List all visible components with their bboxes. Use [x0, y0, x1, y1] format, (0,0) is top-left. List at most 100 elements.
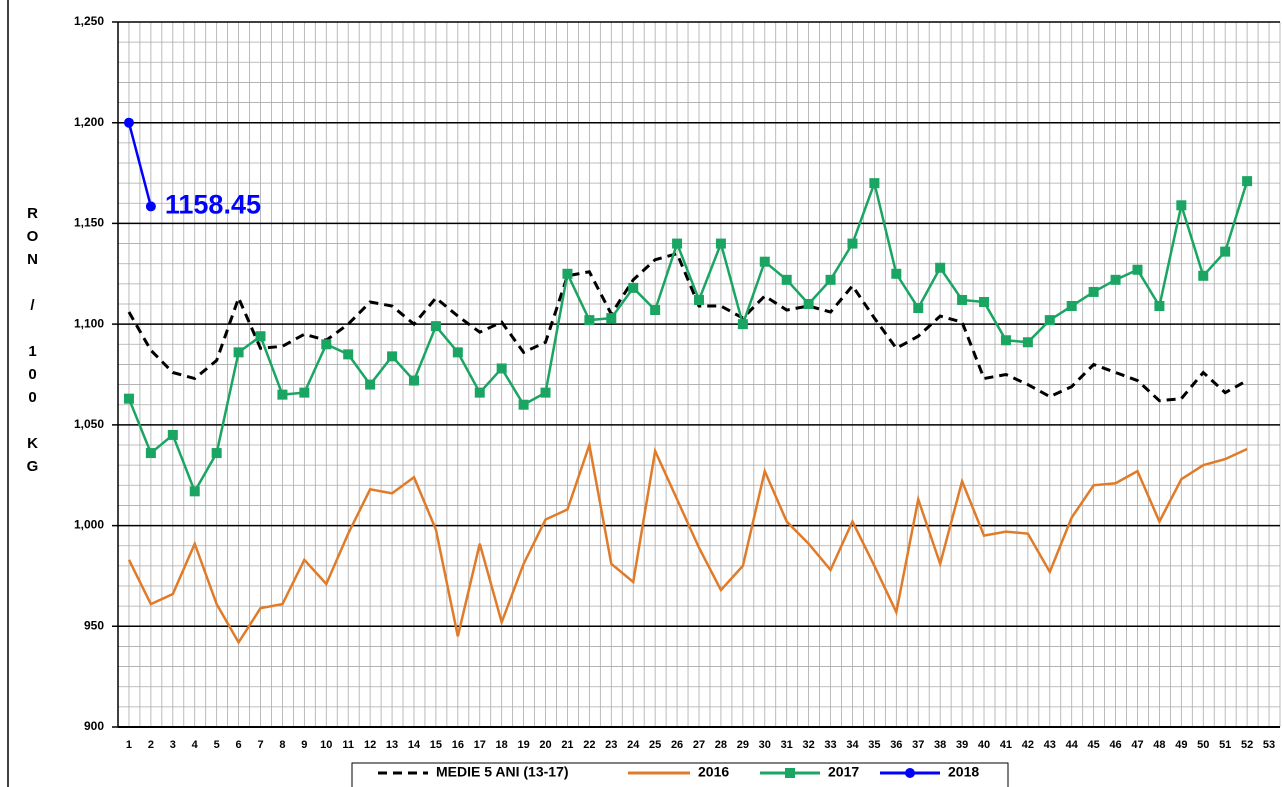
grid: [112, 21, 1281, 728]
x-tick-label: 8: [279, 739, 285, 751]
marker: [935, 262, 946, 273]
x-tick-label: 25: [649, 739, 661, 751]
marker: [343, 349, 354, 360]
x-tick-label: 2: [148, 739, 154, 751]
marker: [672, 238, 683, 249]
marker: [496, 363, 507, 374]
x-tick-label: 27: [693, 739, 705, 751]
marker: [277, 389, 288, 400]
x-tick-label: 41: [1000, 739, 1012, 751]
legend: MEDIE 5 ANI (13-17) 2016 2017 2018: [378, 764, 979, 780]
x-tick-label: 3: [170, 739, 176, 751]
y-tick-label: 1,000: [74, 518, 104, 532]
x-tick-label: 11: [342, 739, 354, 751]
marker: [694, 294, 704, 305]
x-tick-label: 44: [1066, 739, 1079, 751]
x-tick-label: 47: [1131, 739, 1143, 751]
x-tick-label: 14: [408, 739, 421, 751]
marker: [1242, 176, 1253, 187]
series-line: [127, 440, 1248, 645]
x-tick-label: 15: [430, 739, 442, 751]
y-tick-label: 1,200: [74, 115, 104, 129]
marker: [452, 347, 463, 358]
y-tick-label: 900: [84, 719, 104, 733]
x-tick-label: 49: [1175, 739, 1187, 751]
x-tick-label: 35: [868, 739, 880, 751]
x-tick-label: 39: [956, 739, 968, 751]
marker: [365, 379, 376, 390]
marker: [430, 321, 441, 332]
marker: [562, 268, 573, 279]
marker: [781, 274, 792, 285]
x-tick-label: 38: [934, 739, 946, 751]
x-tick-label: 7: [257, 739, 263, 751]
x-tick-label: 21: [561, 739, 573, 751]
x-tick-label: 46: [1109, 739, 1121, 751]
marker: [1220, 246, 1231, 257]
marker: [474, 387, 485, 398]
x-tick-label: 9: [301, 739, 307, 751]
x-tick-label: 6: [236, 739, 242, 751]
marker: [825, 274, 836, 285]
x-tick-label: 16: [452, 739, 464, 751]
marker: [408, 375, 419, 386]
plot: 1158.45: [123, 117, 1253, 645]
x-tick-label: 4: [192, 739, 199, 751]
marker: [1176, 200, 1187, 211]
x-tick-label: 5: [214, 739, 220, 751]
x-tick-label: 19: [517, 739, 529, 751]
x-tick-label: 34: [846, 739, 859, 751]
marker: [759, 256, 770, 267]
x-tick-label: 1: [126, 739, 132, 751]
marker: [123, 117, 134, 128]
x-tick-label: 18: [496, 739, 508, 751]
x-tick-label: 10: [320, 739, 332, 751]
marker: [299, 387, 310, 398]
x-tick-label: 45: [1088, 739, 1100, 751]
marker: [145, 201, 156, 212]
marker: [979, 296, 990, 307]
x-tick-label: 12: [364, 739, 376, 751]
marker: [1110, 274, 1121, 285]
marker: [518, 399, 529, 410]
x-tick-label: 51: [1219, 739, 1231, 751]
legend-marker: [785, 768, 795, 778]
legend-label: 2017: [828, 764, 859, 780]
marker: [211, 448, 222, 459]
marker: [628, 282, 639, 293]
legend-label: MEDIE 5 ANI (13-17): [436, 764, 569, 780]
marker: [1198, 270, 1209, 281]
marker: [803, 299, 814, 309]
marker: [1066, 301, 1077, 312]
marker: [869, 178, 880, 189]
y-tick-label: 1,100: [74, 316, 104, 330]
legend-box: [351, 762, 1009, 787]
x-tick-label: 17: [474, 739, 486, 751]
marker: [913, 303, 924, 314]
x-tick-label: 36: [890, 739, 902, 751]
x-tick-label: 50: [1197, 739, 1209, 751]
legend-label: 2018: [948, 764, 979, 780]
x-tick-label: 32: [802, 739, 814, 751]
marker: [606, 313, 617, 324]
marker: [1000, 335, 1011, 346]
series-line: [127, 122, 153, 207]
marker: [1132, 264, 1143, 275]
x-tick-label: 20: [539, 739, 551, 751]
marker: [189, 486, 200, 497]
marker: [737, 319, 748, 330]
marker: [1044, 315, 1055, 326]
legend-label: 2016: [698, 764, 729, 780]
x-tick-label: 37: [912, 739, 924, 751]
x-tick-label: 22: [583, 739, 595, 751]
marker: [1088, 286, 1099, 297]
x-tick-label: 42: [1022, 739, 1034, 751]
marker: [167, 429, 178, 440]
value-label: 1158.45: [165, 190, 261, 220]
x-tick-label: 53: [1263, 739, 1275, 751]
marker: [123, 393, 134, 404]
series-line: [127, 251, 1248, 403]
y-tick-label: 950: [84, 618, 104, 632]
